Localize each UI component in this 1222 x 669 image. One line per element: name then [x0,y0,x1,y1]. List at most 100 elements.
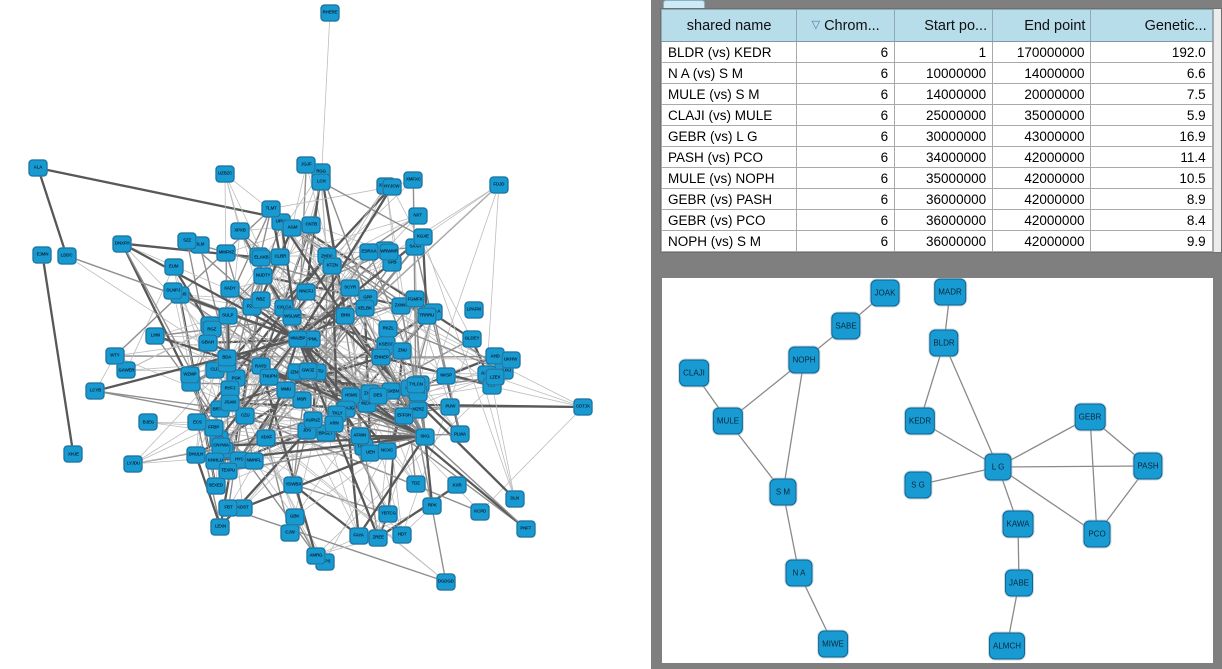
network-node[interactable]: LZEX [485,368,505,386]
network-node[interactable]: TYLCN [406,376,426,394]
edge-LG-PCO[interactable] [997,466,1098,535]
edge-LG-PASH[interactable] [997,465,1149,468]
network-node[interactable]: AGM [282,219,302,237]
node-NA[interactable]: N A [785,559,813,587]
network-node[interactable]: KGXE [413,228,433,246]
network-node[interactable]: LCYB [85,382,105,400]
table-row[interactable]: GEBR (vs) L G 6 30000000 43000000 16.9 [660,125,1213,147]
network-node[interactable]: AUPUZ [303,411,323,429]
subnetwork-view[interactable]: JOAK MADR SABE NOPH CLAJI BLDR MULE KEDR GEBR L G… [662,278,1213,663]
edge-445[interactable] [424,435,527,530]
network-node[interactable]: FDJD [489,176,509,194]
edge-209[interactable] [401,338,473,536]
edge-385[interactable] [331,264,339,416]
network-node[interactable]: GBAH [198,334,218,352]
edge-234[interactable] [310,339,387,346]
network-node[interactable]: ARN [324,415,344,433]
network-node[interactable]: DLNPJ [163,282,183,300]
table-row[interactable]: NOPH (vs) S M 6 36000000 42000000 9.9 [660,230,1213,252]
network-node[interactable]: TRRRU [417,307,437,325]
edge-327[interactable] [266,437,296,518]
edge-395[interactable] [377,450,388,538]
network-node[interactable]: GAWER [116,361,136,379]
edge-383[interactable] [41,253,75,456]
network-node[interactable]: AMRG [306,547,326,565]
network-node[interactable]: NUDTY [253,267,273,285]
edge-464[interactable] [206,341,427,438]
column-header-genetic[interactable]: Genetic... [1090,9,1213,42]
edge-188[interactable] [364,184,500,309]
main-network-view[interactable]: RHEREALAHDTCXLCAZNCJTKNMDRGZTXDUCDFGXHDE… [0,0,651,669]
node-JOAK[interactable]: JOAK [870,279,900,307]
network-node[interactable]: SEXED [206,477,226,495]
network-node[interactable]: DNXFH [112,235,132,253]
edge-32[interactable] [224,173,241,232]
edge-252[interactable] [133,363,228,465]
column-header-shared-name[interactable]: shared name [660,9,798,42]
edge-398[interactable] [391,186,473,340]
network-node[interactable]: LDDC [57,247,77,265]
network-node[interactable]: BJEG [138,413,158,431]
network-node[interactable]: PUW [440,398,460,416]
edge-446[interactable] [357,435,427,537]
edge-NOPH-SM[interactable] [782,359,805,493]
network-node[interactable]: KCPD [470,503,490,521]
edge-324[interactable] [422,184,500,238]
network-node[interactable]: GBK [285,508,305,526]
network-node[interactable]: TLMT [261,200,281,218]
network-node[interactable]: CZU [235,407,255,425]
edge-1[interactable] [36,166,68,257]
node-JABE[interactable]: JABE [1004,569,1034,597]
network-node[interactable]: NMHFL [244,452,264,470]
edge-318[interactable] [377,184,500,538]
network-node[interactable]: FAYA [349,527,369,545]
network-node[interactable]: RKZL [378,320,398,338]
edge-438[interactable] [296,236,424,340]
network-node[interactable]: FBT [218,499,238,517]
network-node[interactable]: LEXN [210,518,230,536]
table-row[interactable]: MULE (vs) NOPH 6 35000000 42000000 10.5 [660,167,1213,189]
network-node[interactable]: TDZ [406,475,426,493]
network-node[interactable]: UEH [360,444,380,462]
edge-367[interactable] [320,181,338,415]
network-node[interactable]: AFWN [350,427,370,445]
table-tab-fragment[interactable] [663,0,705,8]
network-node[interactable]: CLBR [270,248,290,266]
network-node[interactable]: UKHW [501,351,521,369]
network-node[interactable]: UZBZC [215,165,235,183]
edge-132[interactable] [227,507,447,583]
edge-296[interactable] [324,255,328,435]
network-node[interactable]: TNUPN [259,368,279,386]
network-node[interactable]: MMU [276,381,296,399]
edge-309[interactable] [196,421,222,528]
network-node[interactable]: TEXPU [218,462,238,480]
edge-118[interactable] [253,265,333,462]
network-node[interactable]: CDTJX [573,398,593,416]
filter-icon[interactable]: ▽ [811,19,821,31]
network-node[interactable]: EDRAA [359,243,379,261]
network-node[interactable]: HNUBP [288,330,308,348]
table-row[interactable]: GEBR (vs) PCO 6 36000000 42000000 8.4 [660,209,1213,231]
edge-390[interactable] [253,460,296,518]
network-node[interactable]: LYJDU [123,455,143,473]
network-node[interactable]: XMFXC [403,171,423,189]
node-ALMCH[interactable]: ALMCH [988,632,1026,660]
network-node[interactable]: WZMP [180,366,200,384]
edge-157[interactable] [479,406,584,513]
network-node[interactable]: BHN [335,307,355,325]
node-MIWE[interactable]: MIWE [818,630,848,658]
network-node[interactable]: WRWMR [379,243,399,261]
edge-407[interactable] [320,181,424,238]
table-row[interactable]: MULE (vs) S M 6 14000000 20000000 7.5 [660,83,1213,105]
network-node[interactable]: DLN [505,490,525,508]
network-node[interactable]: NCXC [377,442,397,460]
network-node[interactable]: CJW [280,524,300,542]
network-node[interactable]: YBTCG [378,505,398,523]
edge-305[interactable] [291,316,419,394]
edge-441[interactable] [296,185,393,340]
table-row[interactable]: GEBR (vs) PASH 6 36000000 42000000 8.9 [660,188,1213,210]
node-CLAJI[interactable]: CLAJI [679,359,709,387]
edge-364[interactable] [368,251,379,397]
edge-280[interactable] [491,385,516,500]
edge-230[interactable] [486,184,500,375]
